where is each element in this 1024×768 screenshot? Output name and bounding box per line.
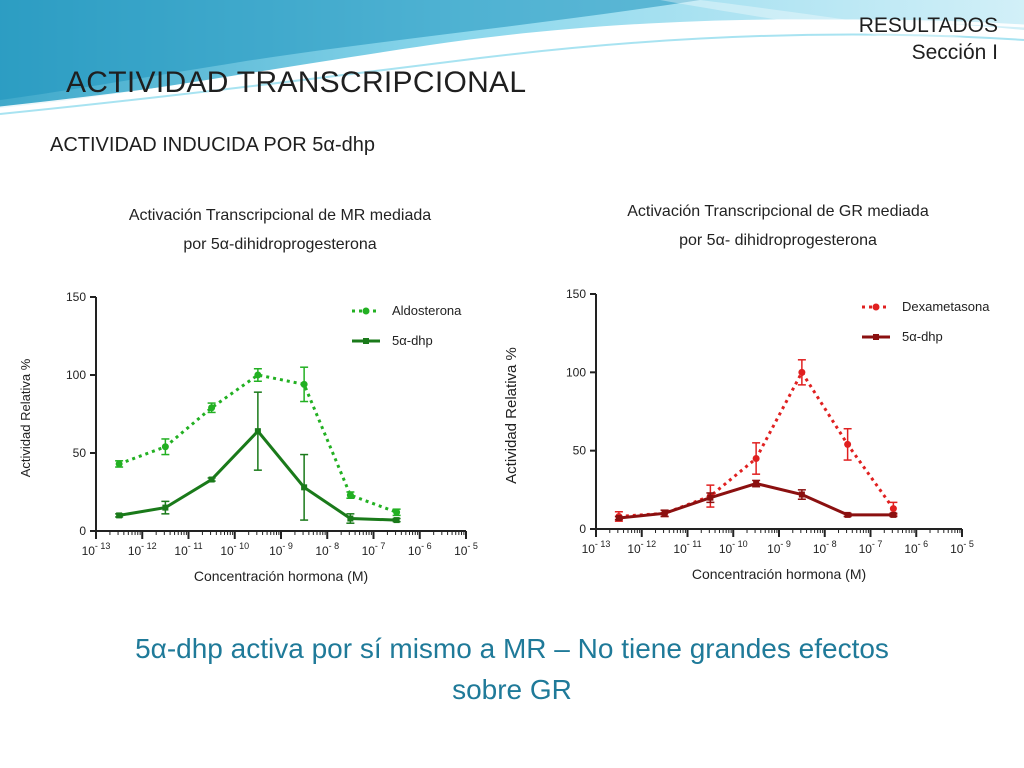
slide-title: ACTIVIDAD TRANSCRIPCIONAL — [66, 66, 527, 99]
mr-series-1-point — [208, 476, 215, 483]
section-subtitle: Sección I — [911, 41, 998, 64]
gr-x-axis-label: Concentración hormona (M) — [692, 566, 866, 582]
gr-legend-0-label: Dexametasona — [902, 299, 990, 314]
gr-x-tick-label: 10- 5 — [950, 539, 974, 556]
gr-x-tick-label: 10- 13 — [582, 539, 611, 556]
mr-x-tick-label: 10- 6 — [408, 541, 432, 558]
mr-series-0-point — [208, 404, 216, 412]
conclusion-text: 5α-dhp activa por sí mismo a MR – No tie… — [40, 628, 984, 710]
gr-legend-1-marker — [873, 334, 879, 340]
gr-series-1-point — [890, 511, 897, 518]
mr-series-1-point — [116, 512, 123, 519]
gr-series-0-point — [798, 368, 806, 376]
mr-legend-0-label: Aldosterona — [392, 303, 462, 318]
mr-series-1-point — [162, 504, 169, 511]
gr-series-1-point — [615, 515, 622, 522]
conclusion-line1: 5α-dhp activa por sí mismo a MR – No tie… — [135, 633, 889, 664]
section-tag: RESULTADOS Sección I — [859, 12, 998, 66]
header-wave-banner — [0, 0, 1024, 115]
mr-y-axis-label: Actividad Relativa % — [18, 358, 33, 477]
mr-series-0-point — [393, 508, 401, 516]
chart-mr-title: Activación Transcripcional de MR mediada… — [70, 201, 490, 259]
mr-series-0-point — [254, 371, 262, 379]
mr-x-tick-label: 10- 5 — [454, 541, 478, 558]
gr-x-tick-label: 10- 9 — [767, 539, 791, 556]
gr-series-1-point — [753, 480, 760, 487]
gr-y-tick-label: 0 — [579, 522, 586, 536]
mr-x-tick-label: 10- 7 — [362, 541, 386, 558]
gr-series-1-point — [707, 494, 714, 501]
chart-mr-title-line1: Activación Transcripcional de MR mediada — [128, 207, 432, 224]
gr-legend-1-label: 5α-dhp — [902, 329, 943, 344]
mr-series-1-point — [301, 484, 308, 491]
mr-x-tick-label: 10- 9 — [269, 541, 293, 558]
mr-y-tick-label: 50 — [73, 446, 87, 460]
gr-x-tick-label: 10- 12 — [627, 539, 656, 556]
mr-series-0-point — [300, 380, 308, 388]
gr-y-axis-label: Actividad Relativa % — [503, 347, 520, 484]
mr-series-0-point — [161, 443, 169, 451]
chart-gr-title-line2: por 5α- dihidroprogesterona — [679, 232, 877, 249]
gr-series-1-point — [844, 511, 851, 518]
slide-subtitle: ACTIVIDAD INDUCIDA POR 5α-dhp — [50, 134, 375, 156]
gr-legend-0-marker — [872, 303, 880, 311]
mr-series-0-point — [115, 460, 123, 468]
gr-series-0-point — [889, 505, 897, 513]
gr-x-tick-label: 10- 10 — [719, 539, 748, 556]
chart-gr-title: Activación Transcripcional de GR mediada… — [568, 197, 988, 255]
chart-gr: 0 50 100 150 10- 13 10- 12 10- 11 10- 10 10- 9 10… — [503, 287, 990, 582]
mr-x-tick-label: 10- 12 — [128, 541, 157, 558]
gr-series-1-point — [798, 491, 805, 498]
mr-series-1-point — [254, 428, 261, 435]
section-title: RESULTADOS — [858, 14, 998, 37]
mr-legend-1-marker — [363, 338, 369, 344]
gr-series-0-point — [844, 440, 852, 448]
mr-legend-1-label: 5α-dhp — [392, 333, 433, 348]
gr-x-tick-label: 10- 11 — [673, 539, 701, 556]
chart-mr-title-line2: por 5α-dihidroprogesterona — [183, 236, 377, 253]
mr-series-0-point — [346, 491, 354, 499]
mr-legend-0-marker — [362, 307, 370, 315]
chart-mr: 0 50 100 150 10- 13 10- 12 10- 11 10- 10 10- 9 10… — [18, 290, 478, 584]
gr-series-0-point — [752, 455, 760, 462]
mr-series-1-point — [347, 515, 354, 522]
gr-y-tick-label: 100 — [566, 365, 586, 379]
conclusion-line2: sobre GR — [452, 674, 572, 705]
gr-series-1-line — [618, 482, 894, 520]
gr-x-tick-label: 10- 7 — [859, 539, 883, 556]
gr-y-tick-label: 50 — [573, 444, 587, 458]
mr-y-tick-label: 0 — [79, 524, 86, 538]
gr-y-tick-label: 150 — [566, 287, 586, 301]
gr-x-tick-label: 10- 8 — [813, 539, 837, 556]
mr-x-tick-label: 10- 10 — [220, 541, 249, 558]
mr-x-tick-label: 10- 8 — [315, 541, 339, 558]
mr-x-axis-label: Concentración hormona (M) — [194, 568, 368, 584]
mr-y-tick-label: 150 — [66, 290, 86, 304]
mr-series-1-point — [393, 517, 400, 524]
mr-y-tick-label: 100 — [66, 368, 86, 382]
mr-x-tick-label: 10- 11 — [174, 541, 202, 558]
gr-series-1-point — [661, 510, 668, 517]
gr-x-tick-label: 10- 6 — [904, 539, 928, 556]
chart-gr-title-line1: Activación Transcripcional de GR mediada — [627, 203, 929, 220]
mr-x-tick-label: 10- 13 — [82, 541, 111, 558]
